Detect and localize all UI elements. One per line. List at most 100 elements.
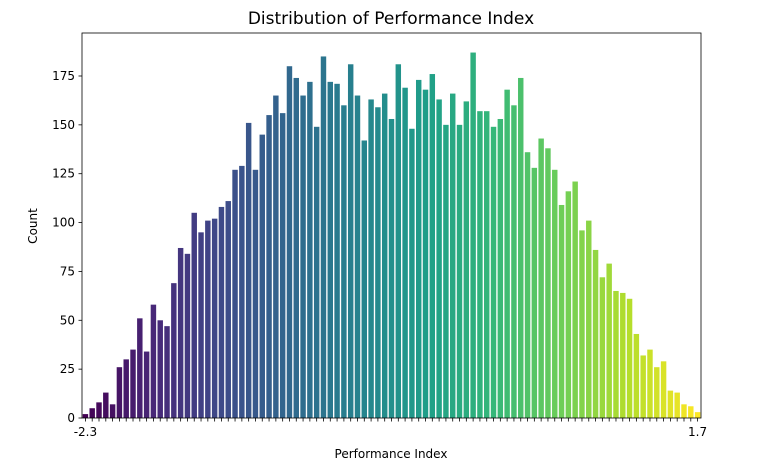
x-axis: -2.3 1.7: [74, 418, 707, 439]
y-tick-label: 50: [60, 313, 75, 327]
bar: [626, 298, 633, 418]
bar: [402, 87, 408, 418]
bar: [211, 218, 218, 418]
bar: [613, 290, 619, 418]
y-axis: 0 25 50 75 100 125 150 175: [52, 69, 82, 425]
bar: [279, 113, 286, 419]
bar: [681, 404, 687, 418]
bar: [470, 52, 476, 418]
chart-title: Distribution of Performance Index: [248, 9, 534, 29]
bar: [531, 167, 538, 418]
bar: [89, 408, 95, 418]
bar: [191, 212, 197, 418]
bar: [361, 140, 368, 418]
bar: [103, 392, 109, 418]
bar: [586, 220, 592, 418]
bar: [456, 124, 463, 419]
bar: [96, 402, 102, 418]
bar: [130, 349, 136, 418]
bar: [592, 249, 599, 418]
bar: [660, 361, 667, 418]
bar: [620, 292, 626, 418]
bar: [606, 263, 612, 418]
y-tick-label: 25: [60, 362, 75, 376]
bar: [300, 95, 306, 418]
bar: [198, 232, 204, 418]
y-tick-label: 125: [52, 167, 75, 181]
bar: [409, 128, 415, 419]
bar: [463, 101, 470, 419]
bar: [164, 326, 170, 418]
bar: [484, 111, 490, 418]
bar: [538, 138, 544, 418]
bar: [171, 283, 177, 418]
bar: [674, 392, 680, 418]
bar: [490, 126, 497, 419]
bar: [109, 404, 116, 418]
y-tick-label: 150: [52, 118, 75, 132]
bar: [443, 124, 449, 419]
bars-group: [82, 52, 701, 419]
bar: [388, 118, 395, 419]
bar: [137, 318, 143, 418]
bar: [694, 412, 701, 418]
bar: [354, 95, 361, 418]
bar: [504, 89, 510, 419]
bar: [395, 64, 402, 418]
bar: [116, 367, 123, 418]
bar: [341, 105, 347, 419]
bar: [293, 77, 299, 418]
bar: [429, 74, 436, 418]
bar: [177, 247, 184, 418]
bar: [239, 165, 245, 418]
bar: [232, 169, 238, 418]
x-axis-title: Performance Index: [335, 447, 448, 461]
bar: [497, 118, 504, 419]
bar: [82, 414, 89, 418]
bar: [327, 81, 334, 419]
bar: [266, 115, 272, 419]
bar: [449, 93, 456, 419]
bar: [511, 105, 517, 419]
bar: [667, 390, 674, 418]
bar: [286, 66, 293, 418]
bar: [347, 64, 354, 418]
bar: [688, 406, 694, 418]
bar: [150, 304, 157, 418]
bar: [654, 367, 660, 418]
y-axis-title: Count: [26, 208, 40, 244]
bar: [218, 206, 225, 418]
x-tick-label: 1.7: [688, 425, 707, 439]
x-tick-label: -2.3: [74, 425, 97, 439]
bar: [477, 111, 483, 418]
bar: [558, 204, 565, 418]
bar: [225, 201, 231, 418]
bar: [599, 277, 606, 418]
bar: [334, 83, 340, 418]
bar: [381, 93, 388, 419]
bar: [123, 359, 129, 418]
bar: [552, 169, 558, 418]
bar: [633, 333, 640, 418]
bar: [205, 220, 211, 418]
bar: [415, 79, 422, 418]
bar: [647, 349, 653, 418]
bar: [375, 107, 381, 418]
bar: [436, 99, 442, 418]
bar: [320, 56, 327, 418]
bar: [245, 122, 252, 419]
bar: [157, 320, 163, 418]
bar: [259, 134, 265, 418]
bar: [579, 230, 585, 418]
plot-frame: [81, 32, 702, 419]
bar: [524, 152, 531, 418]
bar: [368, 99, 374, 418]
bar: [565, 191, 572, 418]
y-tick-label: 0: [67, 411, 75, 425]
bar: [184, 253, 191, 418]
y-tick-label: 75: [60, 264, 75, 278]
bar: [307, 81, 313, 419]
bar: [313, 126, 320, 419]
bar: [273, 95, 279, 418]
